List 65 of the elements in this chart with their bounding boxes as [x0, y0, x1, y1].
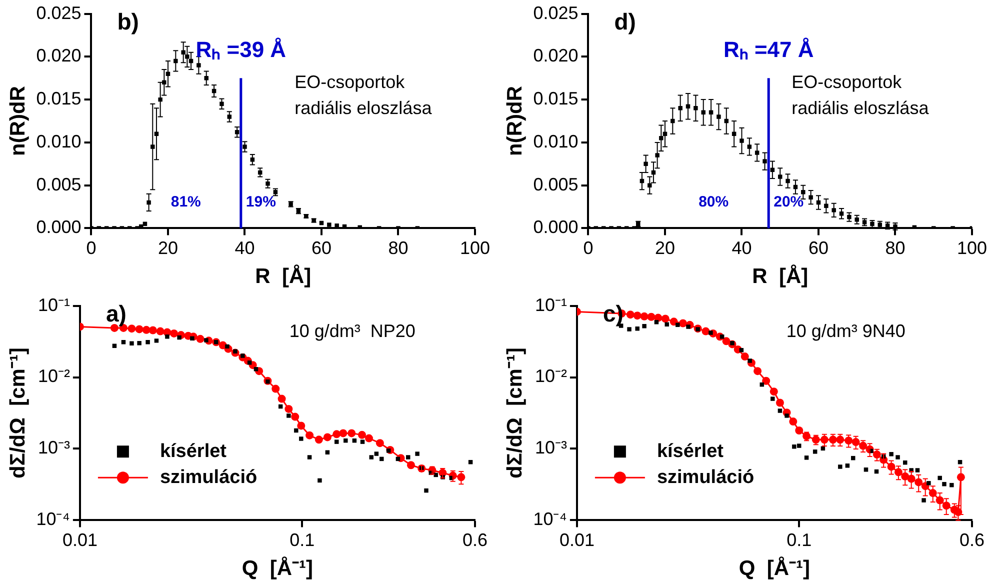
y-axis-title: dΣ/dΩ [cm⁻¹] — [6, 348, 30, 478]
x-tick-label: 100 — [956, 238, 988, 258]
annotation: 20% — [774, 194, 804, 211]
x-axis-title: Q [Å⁻¹] — [738, 556, 810, 580]
y-tick-label: 10⁻³ — [534, 438, 567, 458]
annotation: 10 g/dm³ 9N40 — [786, 320, 906, 341]
y-tick-label: 0.025 — [36, 2, 82, 23]
legend-label: kísérlet — [656, 440, 724, 462]
x-tick-label: 0 — [583, 238, 594, 258]
y-tick-label: 0.000 — [36, 217, 82, 238]
x-tick-label: 20 — [158, 238, 178, 258]
y-tick-label: 0.010 — [36, 131, 82, 152]
y-axis-title: dΣ/dΩ [cm⁻¹] — [503, 348, 526, 478]
y-tick-label: 0.005 — [533, 174, 578, 194]
annotation: d) — [614, 8, 636, 35]
y-tick-label: 10⁻¹ — [38, 294, 70, 315]
y-tick-label: 0.000 — [533, 217, 578, 238]
x-tick-label: 80 — [388, 238, 408, 258]
x-tick-label: 20 — [654, 238, 676, 258]
legend-label: kísérlet — [160, 440, 228, 462]
legend-label: szimuláció — [656, 466, 754, 488]
y-tick-label: 0.020 — [36, 46, 82, 66]
x-axis-title: R [Å] — [255, 264, 312, 288]
annotation: radiális eloszlása — [294, 98, 433, 118]
y-tick-label: 0.015 — [36, 88, 82, 109]
y-tick-label: 10⁻² — [534, 366, 567, 386]
x-tick-label: 0.6 — [462, 530, 488, 550]
ref-line-label: Rₕ =39 Å — [196, 37, 286, 62]
annotation: EO-csoportok — [792, 72, 903, 92]
y-tick-label: 0.015 — [533, 88, 578, 109]
y-tick-label: 10⁻⁴ — [36, 509, 70, 530]
x-axis-title: R [Å] — [752, 264, 808, 288]
annotation: 81% — [170, 194, 201, 211]
y-tick-label: 10⁻⁴ — [533, 509, 567, 530]
annotation: 10 g/dm³ NP20 — [289, 320, 416, 341]
y-axis-title: n(R)dR — [503, 86, 526, 156]
y-tick-label: 10⁻³ — [38, 438, 70, 458]
x-tick-label: 0.6 — [959, 530, 985, 550]
annotation: 19% — [246, 194, 276, 211]
y-tick-label: 0.025 — [533, 2, 578, 23]
x-tick-label: 80 — [885, 238, 906, 258]
y-tick-label: 0.005 — [36, 174, 82, 194]
x-tick-label: 40 — [732, 238, 752, 258]
x-tick-label: 40 — [234, 238, 255, 258]
annotation: a) — [106, 300, 126, 327]
x-tick-label: 60 — [311, 238, 332, 258]
y-tick-label: 0.020 — [533, 46, 578, 66]
x-tick-label: 0.01 — [559, 530, 594, 550]
x-tick-label: 0.1 — [786, 530, 812, 550]
x-tick-label: 0.1 — [290, 530, 315, 550]
x-axis-title: Q [Å⁻¹] — [242, 556, 314, 580]
y-axis-title: n(R)dR — [6, 86, 30, 156]
x-tick-label: 0 — [86, 238, 96, 258]
y-tick-label: 10⁻¹ — [534, 294, 567, 315]
annotation: b) — [117, 8, 139, 35]
x-tick-label: 60 — [808, 238, 829, 258]
ref-line-label: Rₕ =47 Å — [723, 37, 814, 62]
annotation: EO-csoportok — [294, 72, 406, 92]
annotation: radiális eloszlása — [792, 98, 930, 118]
x-tick-label: 0.01 — [62, 530, 98, 550]
y-tick-label: 10⁻² — [38, 366, 70, 386]
y-tick-label: 0.010 — [533, 131, 578, 152]
legend-label: szimuláció — [160, 466, 258, 488]
annotation: 80% — [698, 194, 729, 211]
x-tick-label: 100 — [460, 238, 490, 258]
